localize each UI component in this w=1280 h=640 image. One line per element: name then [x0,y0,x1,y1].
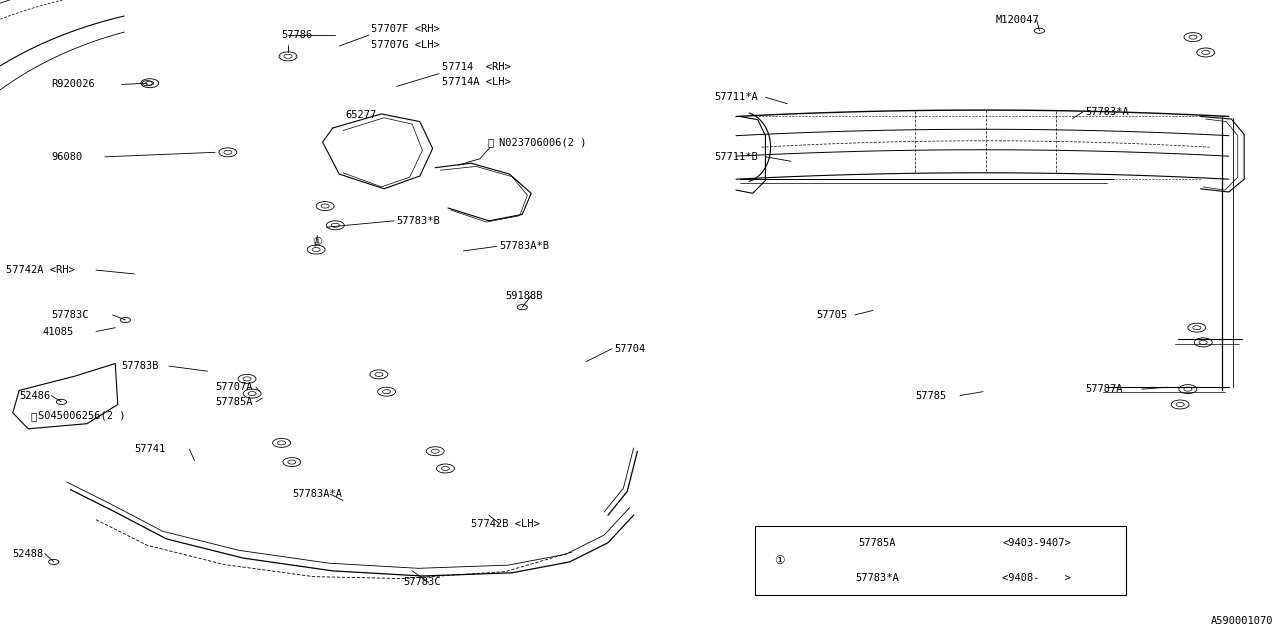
Text: 65277: 65277 [346,110,376,120]
Text: S045006256(2 ): S045006256(2 ) [38,411,125,421]
Text: N023706006(2 ): N023706006(2 ) [499,137,586,147]
Text: 57742B <LH>: 57742B <LH> [471,518,540,529]
Text: 57741: 57741 [134,444,165,454]
Text: 57742A <RH>: 57742A <RH> [6,265,76,275]
Text: A590001070: A590001070 [1211,616,1274,626]
Text: <9403-9407>: <9403-9407> [1002,538,1071,548]
Text: 57785A: 57785A [858,538,896,548]
Text: ①: ① [774,554,785,567]
Text: <9408-    >: <9408- > [1002,573,1071,583]
Text: 57707A: 57707A [215,382,252,392]
Text: 57714  <RH>: 57714 <RH> [442,62,511,72]
Text: R920026: R920026 [51,79,95,90]
Text: 96080: 96080 [51,152,82,162]
Text: ①: ① [312,237,323,247]
Text: 57783C: 57783C [403,577,440,588]
Text: 57783*A: 57783*A [1085,107,1129,117]
Text: 41085: 41085 [42,326,73,337]
Text: 57704: 57704 [614,344,645,354]
Text: 57783B: 57783B [122,361,159,371]
Text: 57785: 57785 [915,390,946,401]
Text: 57705: 57705 [817,310,847,320]
Text: Ⓝ: Ⓝ [488,137,493,147]
Text: 57707F <RH>: 57707F <RH> [371,24,440,34]
Text: 57787A: 57787A [1085,384,1123,394]
Text: 57711*B: 57711*B [714,152,758,162]
Text: 57785A: 57785A [215,397,252,407]
Text: 57783C: 57783C [51,310,88,320]
Text: 57786: 57786 [282,30,312,40]
Text: 57783*B: 57783*B [397,216,440,226]
Text: 52488: 52488 [13,548,44,559]
Bar [755,526,1126,595]
Text: 52486: 52486 [19,390,50,401]
Text: M120047: M120047 [996,15,1039,26]
Text: 57707G <LH>: 57707G <LH> [371,40,440,50]
Text: Ⓢ: Ⓢ [31,411,36,421]
Text: 57783A*B: 57783A*B [499,241,549,252]
Text: 57783A*A: 57783A*A [292,489,342,499]
Text: 57714A <LH>: 57714A <LH> [442,77,511,87]
Text: 57783*A: 57783*A [855,573,899,583]
Text: 57711*A: 57711*A [714,92,758,102]
Text: 59188B: 59188B [506,291,543,301]
